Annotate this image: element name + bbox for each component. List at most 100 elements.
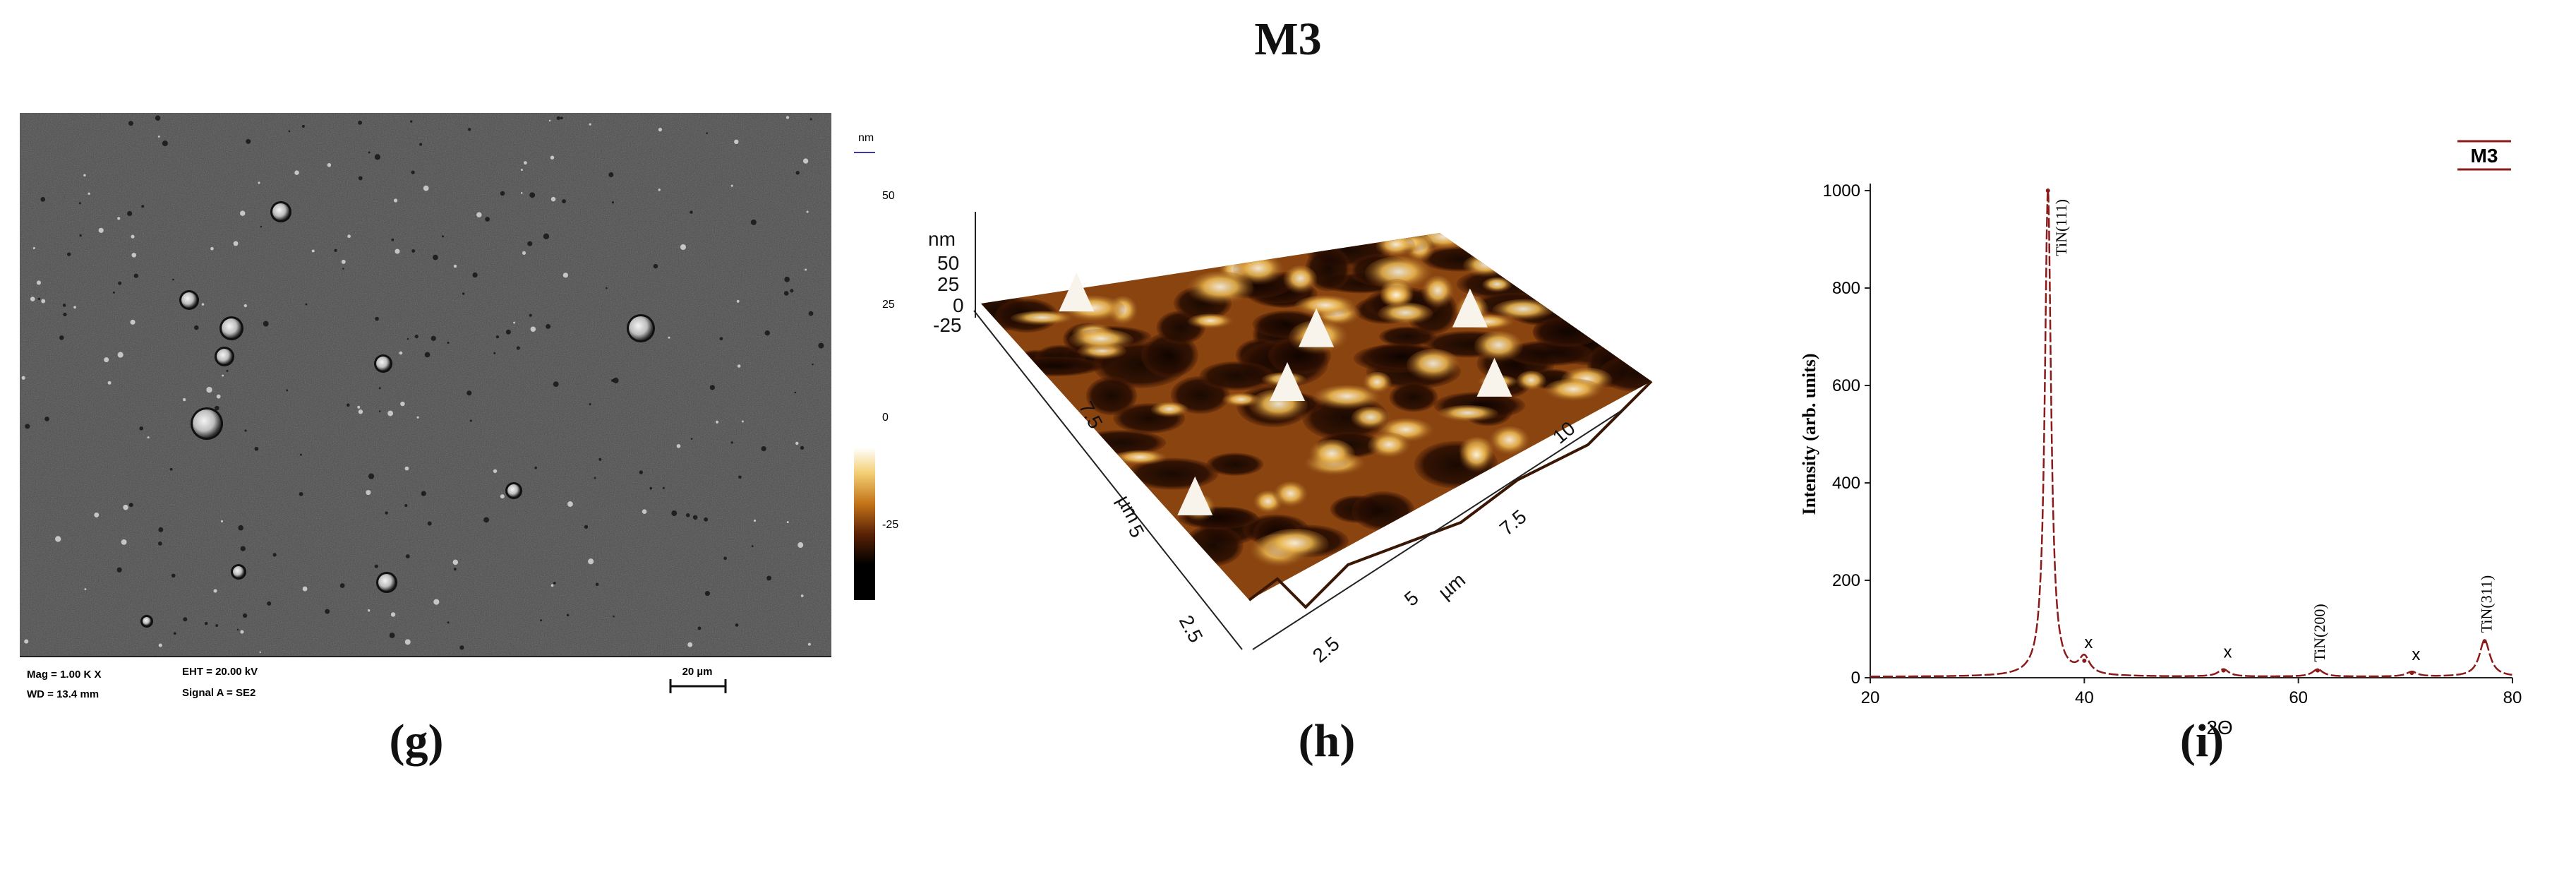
sem-pit xyxy=(236,628,239,631)
xrd-chart: 0 200 400 600 800 1000 20 40 60 80 2Θ Intensity (ar… xyxy=(1799,140,2522,738)
sem-pit xyxy=(157,541,162,546)
sem-droplet xyxy=(147,436,150,439)
sem-pit xyxy=(374,564,378,568)
afm-hill xyxy=(1421,275,1455,309)
sem-droplet xyxy=(210,246,214,251)
sem-pit xyxy=(215,624,219,627)
sem-pit xyxy=(116,567,122,573)
sem-droplet xyxy=(88,192,90,195)
sem-pit xyxy=(751,545,754,547)
afm-panel: nm 50 25 0 -25 nm 50 25 0 -25 7.5 µm 5 2… xyxy=(854,113,1701,712)
sem-pit xyxy=(750,219,757,225)
afm-z-unit: nm xyxy=(928,228,956,250)
afm-colorbar-tick-50: 50 xyxy=(882,190,895,202)
sem-pit xyxy=(78,202,81,205)
sem-pit xyxy=(79,234,82,237)
sem-pit xyxy=(183,617,188,622)
sem-pit xyxy=(735,623,739,627)
sem-pit xyxy=(40,197,46,202)
sem-pit xyxy=(611,201,615,204)
sem-droplet xyxy=(588,558,594,565)
afm-valley xyxy=(1085,376,1137,416)
panel-label-i: (i) xyxy=(2179,715,2225,767)
sem-droplet xyxy=(687,642,693,647)
sem-droplet xyxy=(41,299,46,304)
afm-hill xyxy=(1112,450,1167,466)
sem-pit xyxy=(472,272,478,278)
sem-pit xyxy=(226,369,229,372)
afm-hill xyxy=(1462,254,1509,277)
xrd-x-tick-label: 40 xyxy=(2075,688,2094,707)
sem-droplet xyxy=(476,212,482,217)
sem-pit xyxy=(649,486,653,490)
sem-pit xyxy=(378,410,381,412)
sem-pit xyxy=(529,192,536,198)
sem-pit xyxy=(173,632,176,635)
afm-colorbar: nm 50 25 0 -25 xyxy=(854,132,898,600)
sem-droplet xyxy=(795,441,799,445)
xrd-peak-point xyxy=(2315,668,2320,673)
sem-droplet xyxy=(98,227,104,233)
sem-pit xyxy=(493,352,496,354)
sem-pit xyxy=(441,235,444,238)
sem-pit xyxy=(468,128,471,131)
sem-pit xyxy=(459,645,464,650)
afm-valley xyxy=(1532,316,1602,347)
afm-spike xyxy=(1299,308,1335,347)
xrd-peak-label: TiN(111) xyxy=(2052,199,2070,256)
sem-pit xyxy=(761,446,766,452)
sem-droplet xyxy=(433,599,440,605)
sem-pit xyxy=(424,352,431,358)
sem-mag-label: Mag = 1.00 K X xyxy=(27,669,101,681)
afm-hill xyxy=(1150,402,1188,418)
afm-hill xyxy=(1010,311,1074,326)
sem-pit xyxy=(560,116,563,120)
afm-valley xyxy=(1352,491,1415,531)
sem-pit xyxy=(141,205,145,208)
sem-signal-label: Signal A = SE2 xyxy=(182,687,255,699)
sem-pit xyxy=(527,241,533,246)
sem-droplet xyxy=(259,651,261,654)
sem-pit xyxy=(263,321,269,327)
sem-droplet xyxy=(589,123,591,126)
sem-droplet xyxy=(220,520,223,522)
xrd-peak-point xyxy=(2482,639,2487,644)
sem-pit xyxy=(709,385,716,390)
sem-macroparticle xyxy=(222,318,241,338)
afm-hill xyxy=(1367,432,1411,460)
sem-droplet xyxy=(567,501,573,507)
xrd-series-line xyxy=(1870,190,2512,678)
xrd-y-tick-label: 200 xyxy=(1832,571,1860,590)
sem-pit xyxy=(595,582,599,587)
sem-pit xyxy=(800,445,805,450)
sem-pit xyxy=(305,303,308,306)
sem-droplet xyxy=(55,536,61,542)
afm-valley xyxy=(1599,355,1651,392)
afm-hill xyxy=(1294,295,1356,317)
sem-droplet xyxy=(104,357,109,363)
sem-droplet xyxy=(562,273,568,278)
sem-droplet xyxy=(753,519,757,522)
sem-droplet xyxy=(400,401,405,407)
sem-pit xyxy=(389,633,395,638)
sem-droplet xyxy=(513,321,516,324)
afm-hill xyxy=(1437,405,1499,423)
sem-pit xyxy=(653,263,658,269)
sem-pit xyxy=(516,346,520,350)
sem-droplet xyxy=(737,364,741,368)
sem-droplet xyxy=(239,210,246,216)
sem-droplet xyxy=(130,319,136,325)
sem-pit xyxy=(419,143,423,146)
xrd-y-tick-label: 600 xyxy=(1832,376,1860,395)
sem-pit xyxy=(566,613,570,617)
sem-pit xyxy=(172,278,174,281)
afm-z-tick-50: 50 xyxy=(937,252,959,274)
sem-pit xyxy=(553,381,559,388)
afm-x-axis-line xyxy=(1252,409,1624,650)
sem-pit xyxy=(704,517,709,522)
xrd-x-tick-label: 60 xyxy=(2289,688,2308,707)
sem-pit xyxy=(784,276,790,282)
afm-hill xyxy=(1272,481,1308,509)
sem-pit xyxy=(556,116,560,120)
afm-hill xyxy=(1312,385,1382,410)
